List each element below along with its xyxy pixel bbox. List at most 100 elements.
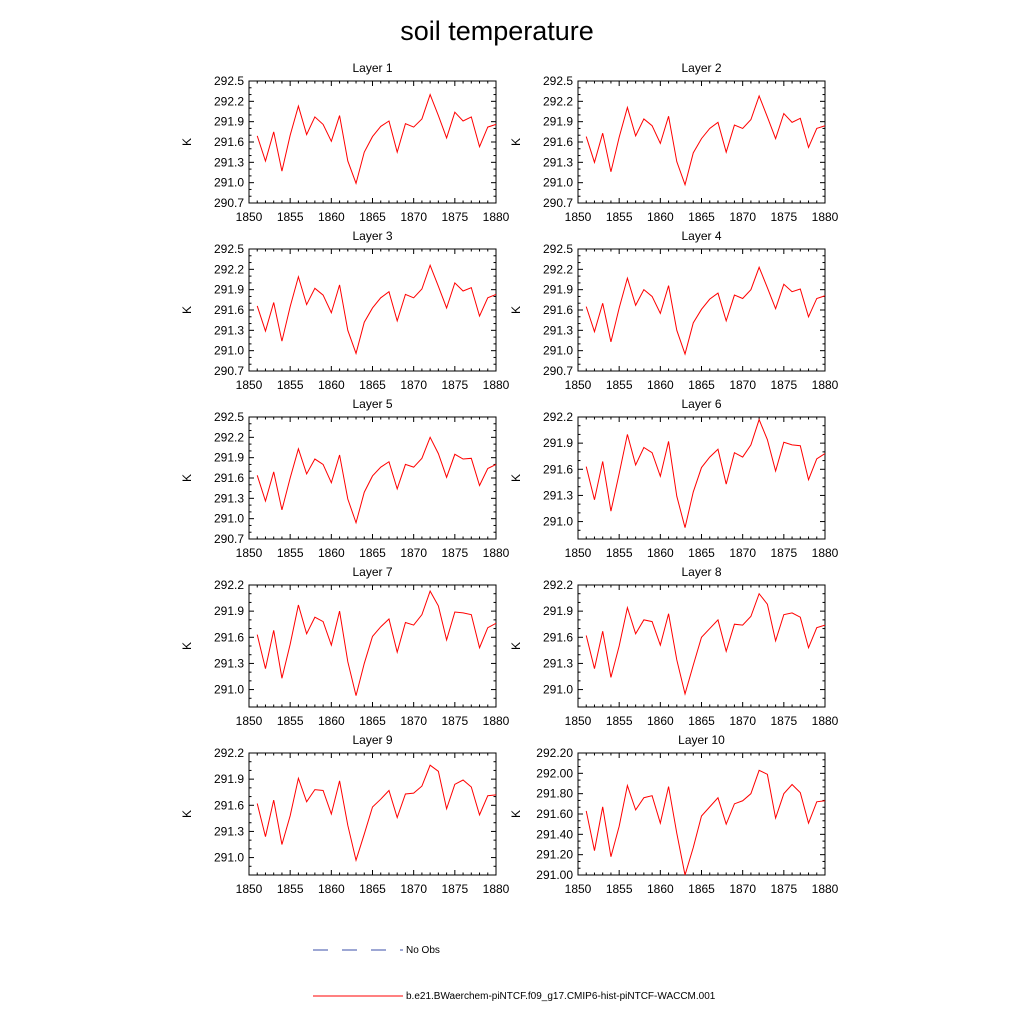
panel-title: Layer 4: [681, 229, 721, 243]
y-tick-label: 291.6: [214, 630, 244, 644]
series-line: [585, 265, 826, 356]
y-tick-label: 291.6: [214, 798, 244, 812]
y-tick-label: 290.7: [543, 364, 573, 378]
y-tick-label: 291.0: [543, 683, 573, 697]
x-tick-label: 1860: [647, 546, 674, 560]
y-axis-label: K: [509, 306, 523, 314]
y-tick-label: 292.00: [536, 766, 573, 780]
x-tick-label: 1870: [729, 714, 756, 728]
y-tick-label: 291.6: [214, 303, 244, 317]
panel-frame: [248, 80, 497, 204]
panel-5: 1850 1855 1860 1865 1870 1875 1880 290.7 291.0 29…: [180, 397, 510, 560]
x-tick-label: 1860: [318, 546, 345, 560]
y-tick-label: 292.5: [543, 242, 573, 256]
y-tick-label: 291.00: [536, 868, 573, 882]
y-tick-label: 291.9: [214, 451, 244, 465]
x-tick-label: 1870: [400, 378, 427, 392]
panel-title: Layer 10: [678, 733, 725, 747]
x-tick-label: 1875: [770, 546, 797, 560]
panel-10: 1850 1855 1860 1865 1870 1875 1880 291.00 291.20…: [509, 733, 839, 896]
panel-frame: [577, 416, 826, 540]
y-axis-label: K: [509, 474, 523, 482]
y-tick-label: 291.3: [543, 656, 573, 670]
y-axis-label: K: [509, 138, 523, 146]
x-tick-label: 1875: [441, 378, 468, 392]
x-tick-label: 1860: [647, 378, 674, 392]
x-tick-label: 1850: [236, 714, 263, 728]
y-tick-label: 291.3: [543, 323, 573, 337]
legend-label-no-obs: No Obs: [406, 945, 440, 956]
y-tick-label: 291.0: [214, 851, 244, 865]
y-tick-label: 291.9: [214, 604, 244, 618]
y-tick-label: 292.2: [214, 262, 244, 276]
y-tick-label: 291.3: [214, 323, 244, 337]
panel-title: Layer 3: [352, 229, 392, 243]
panel-title: Layer 5: [352, 397, 392, 411]
panel-frame: [248, 584, 497, 708]
y-tick-label: 290.7: [214, 532, 244, 546]
series-line: [585, 94, 826, 187]
y-tick-label: 291.0: [214, 512, 244, 526]
x-tick-label: 1870: [729, 378, 756, 392]
x-tick-label: 1865: [359, 882, 386, 896]
x-tick-label: 1875: [770, 714, 797, 728]
panel-3: 1850 1855 1860 1865 1870 1875 1880 290.7 291.0 29…: [180, 229, 510, 392]
y-tick-label: 291.6: [543, 135, 573, 149]
y-tick-label: 292.2: [214, 746, 244, 760]
x-tick-label: 1870: [400, 210, 427, 224]
x-tick-label: 1875: [441, 714, 468, 728]
panel-title: Layer 2: [681, 61, 721, 75]
y-tick-label: 291.6: [543, 630, 573, 644]
y-axis-label: K: [180, 306, 194, 314]
y-tick-label: 291.6: [543, 462, 573, 476]
x-tick-label: 1880: [812, 378, 839, 392]
x-tick-label: 1865: [688, 378, 715, 392]
chart-title: soil temperature: [400, 16, 594, 46]
x-tick-label: 1880: [812, 210, 839, 224]
x-tick-label: 1870: [400, 882, 427, 896]
x-tick-label: 1875: [770, 378, 797, 392]
x-tick-label: 1870: [400, 546, 427, 560]
x-tick-label: 1855: [606, 210, 633, 224]
series-line: [585, 418, 826, 528]
y-tick-label: 291.9: [543, 283, 573, 297]
x-tick-label: 1860: [318, 714, 345, 728]
panel-7: 1850 1855 1860 1865 1870 1875 1880 291.0 291.3 29…: [180, 565, 510, 728]
x-tick-label: 1875: [441, 546, 468, 560]
x-tick-label: 1860: [318, 378, 345, 392]
y-tick-label: 291.3: [543, 488, 573, 502]
y-tick-label: 291.3: [214, 824, 244, 838]
panel-frame: [577, 80, 826, 204]
y-axis-label: K: [180, 642, 194, 650]
x-tick-label: 1855: [277, 210, 304, 224]
panel-8: 1850 1855 1860 1865 1870 1875 1880 291.0 291.3 29…: [509, 565, 839, 728]
y-tick-label: 291.9: [214, 283, 244, 297]
y-tick-label: 292.2: [214, 94, 244, 108]
panel-6: 1850 1855 1860 1865 1870 1875 1880 291.0 291.3 29…: [509, 397, 839, 560]
y-axis-label: K: [509, 810, 523, 818]
y-tick-label: 292.2: [543, 578, 573, 592]
y-tick-label: 291.60: [536, 807, 573, 821]
panel-frame: [577, 752, 826, 876]
panels-container: 1850 1855 1860 1865 1870 1875 1880 290.7 291.0 29…: [180, 61, 839, 896]
panel-9: 1850 1855 1860 1865 1870 1875 1880 291.0 291.3 29…: [180, 733, 510, 896]
x-tick-label: 1855: [277, 714, 304, 728]
x-tick-label: 1850: [236, 378, 263, 392]
x-tick-label: 1865: [359, 210, 386, 224]
y-tick-label: 291.6: [543, 303, 573, 317]
x-tick-label: 1865: [688, 210, 715, 224]
x-tick-label: 1855: [277, 882, 304, 896]
y-tick-label: 291.0: [214, 683, 244, 697]
x-tick-label: 1855: [606, 378, 633, 392]
panel-frame: [577, 584, 826, 708]
y-axis-label: K: [180, 138, 194, 146]
x-tick-label: 1850: [565, 714, 592, 728]
panel-title: Layer 8: [681, 565, 721, 579]
series-line: [585, 592, 826, 696]
x-tick-label: 1875: [441, 882, 468, 896]
x-tick-label: 1860: [318, 210, 345, 224]
x-tick-label: 1855: [606, 546, 633, 560]
series-line: [585, 769, 826, 876]
y-tick-label: 291.0: [543, 176, 573, 190]
